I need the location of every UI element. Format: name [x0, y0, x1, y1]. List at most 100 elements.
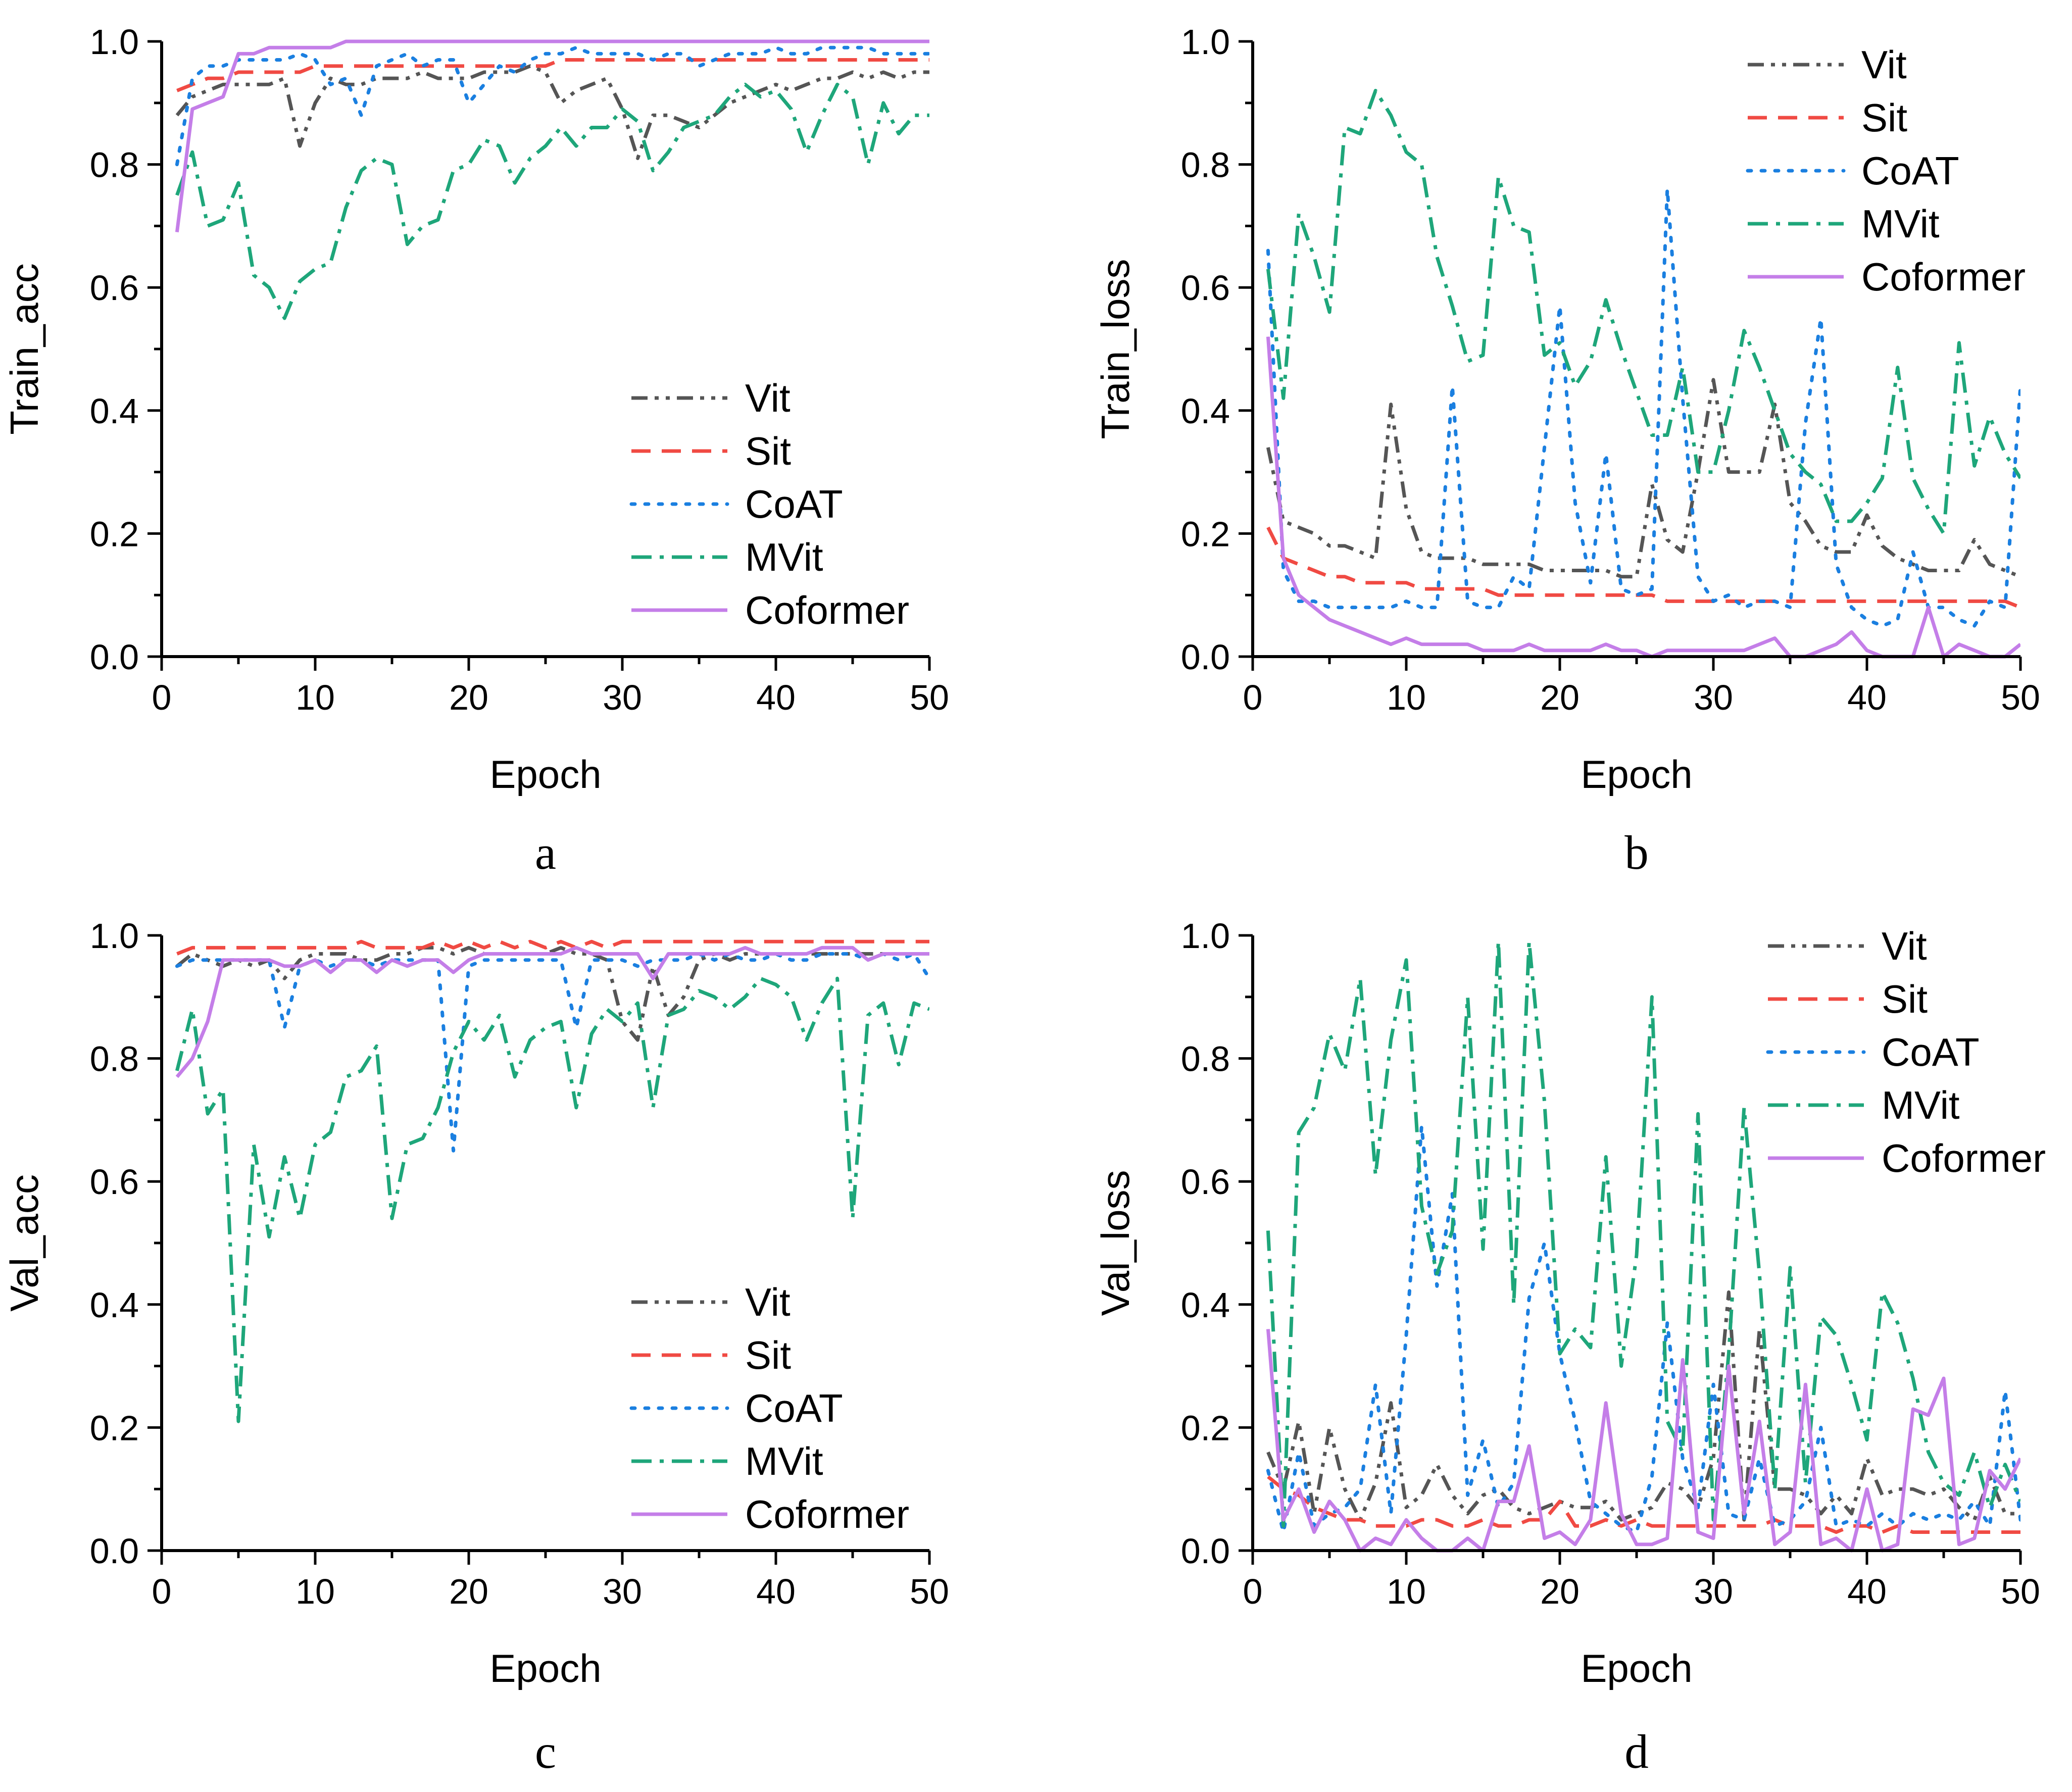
legend: Vit Sit CoAT MVit Coformer: [629, 1280, 909, 1536]
x-axis-title: Epoch: [489, 1646, 601, 1690]
legend-label-mvit: MVit: [1882, 1083, 1960, 1127]
panel-letter: b: [1624, 826, 1649, 879]
y-tick-label: 0.2: [90, 514, 139, 554]
series-line-coformer: [175, 39, 929, 233]
series-line-mvit: [175, 82, 929, 320]
y-tick-label: 0.0: [1181, 637, 1230, 677]
panel-letter: c: [535, 1725, 556, 1778]
y-tick-label: 0.2: [1181, 514, 1230, 554]
y-axis-title: Train_loss: [1093, 259, 1138, 439]
legend-label-vit: Vit: [1861, 42, 1907, 87]
x-tick-label: 0: [152, 1572, 172, 1611]
x-tick-label: 40: [756, 678, 796, 717]
chart-panel-b: 0 10 20 30 40 50 0.0 0.2 0.4 0.6 0.8 1.0 Epoch Train_…: [1093, 22, 2040, 879]
legend-label-sit: Sit: [745, 429, 791, 473]
x-tick-label: 50: [2001, 678, 2040, 717]
legend-label-vit: Vit: [1882, 924, 1927, 968]
y-tick-label: 0.4: [90, 391, 139, 431]
y-tick-label: 0.4: [1181, 391, 1230, 431]
series-line-coat: [175, 45, 929, 167]
y-tick-label: 0.6: [1181, 268, 1230, 308]
series-line-coat: [175, 952, 929, 1153]
chart-panel-d: 0 10 20 30 40 50 0.0 0.2 0.4 0.6 0.8 1.0 Epoch Val_lo…: [1093, 916, 2046, 1778]
series-line-mvit: [1266, 939, 2020, 1528]
y-axis-title: Val_acc: [2, 1174, 46, 1312]
series-line-vit: [1266, 1290, 2020, 1522]
legend-label-mvit: MVit: [745, 535, 823, 579]
x-tick-label: 30: [603, 1572, 642, 1611]
legend-label-coat: CoAT: [1861, 148, 1959, 193]
series-line-coformer: [175, 945, 929, 1078]
legend: Vit Sit CoAT MVit Coformer: [1746, 42, 2026, 299]
x-tick-label: 30: [603, 678, 642, 717]
legend-label-coformer: Coformer: [745, 1492, 909, 1536]
x-tick-label: 50: [2001, 1572, 2040, 1611]
series-group: [175, 39, 929, 320]
series-line-mvit: [175, 976, 929, 1423]
y-tick-label: 0.4: [90, 1285, 139, 1325]
y-tick-label: 0.8: [90, 1039, 139, 1079]
legend-label-sit: Sit: [1861, 95, 1907, 140]
legend-label-coformer: Coformer: [1882, 1136, 2046, 1180]
legend-label-sit: Sit: [1882, 977, 1928, 1021]
series-line-coformer: [1266, 1329, 2020, 1553]
series-line-vit: [175, 64, 929, 160]
x-tick-label: 10: [295, 678, 335, 717]
y-tick-label: 0.2: [90, 1408, 139, 1448]
x-tick-label: 30: [1694, 678, 1733, 717]
x-tick-label: 20: [449, 678, 488, 717]
y-tick-label: 0.6: [90, 268, 139, 308]
y-tick-label: 0.8: [1181, 145, 1230, 185]
y-tick-label: 0.6: [1181, 1162, 1230, 1202]
panel-letter: a: [535, 826, 556, 879]
series-line-sit: [176, 939, 929, 956]
legend-label-sit: Sit: [745, 1333, 791, 1377]
x-tick-label: 30: [1694, 1572, 1733, 1611]
chart-panel-a: 0 10 20 30 40 50 0.0 0.2 0.4 0.6 0.8 1.0 Epoch Train_…: [2, 22, 949, 879]
x-tick-label: 40: [756, 1572, 796, 1611]
y-tick-label: 0.0: [90, 637, 139, 677]
legend-label-vit: Vit: [745, 376, 791, 420]
y-axis-title: Train_acc: [2, 263, 46, 435]
series-line-sit: [176, 58, 929, 92]
series-group: [175, 939, 929, 1423]
y-tick-label: 0.8: [90, 145, 139, 185]
x-tick-label: 0: [152, 678, 172, 717]
y-tick-label: 0.8: [1181, 1039, 1230, 1079]
y-tick-label: 1.0: [90, 22, 139, 62]
y-tick-label: 1.0: [1181, 22, 1230, 62]
x-tick-label: 0: [1243, 1572, 1263, 1611]
x-tick-label: 20: [449, 1572, 488, 1611]
y-tick-label: 0.2: [1181, 1408, 1230, 1448]
series-line-coat: [1266, 187, 2020, 628]
legend-label-coat: CoAT: [745, 482, 843, 526]
x-axis-title: Epoch: [1581, 752, 1692, 797]
y-tick-label: 1.0: [1181, 916, 1230, 956]
x-tick-label: 10: [1387, 1572, 1426, 1611]
legend-label-mvit: MVit: [1861, 202, 1940, 246]
x-axis-title: Epoch: [1581, 1646, 1692, 1690]
legend-label-coat: CoAT: [745, 1386, 843, 1430]
x-tick-label: 10: [295, 1572, 335, 1611]
x-tick-label: 40: [1847, 1572, 1887, 1611]
x-tick-label: 20: [1540, 678, 1580, 717]
y-tick-label: 0.0: [90, 1531, 139, 1571]
legend: Vit Sit CoAT MVit Coformer: [629, 376, 909, 632]
x-tick-label: 10: [1387, 678, 1426, 717]
x-tick-label: 50: [910, 1572, 949, 1611]
x-tick-label: 40: [1847, 678, 1887, 717]
legend-label-coformer: Coformer: [745, 588, 909, 632]
y-tick-label: 0.6: [90, 1162, 139, 1202]
series-line-sit: [1266, 526, 2020, 609]
x-axis-title: Epoch: [489, 752, 601, 797]
x-tick-label: 20: [1540, 1572, 1580, 1611]
legend-label-coat: CoAT: [1882, 1030, 1980, 1074]
chart-panel-c: 0 10 20 30 40 50 0.0 0.2 0.4 0.6 0.8 1.0 Epoch Val_ac…: [2, 916, 949, 1778]
series-line-coat: [1266, 1124, 2020, 1534]
y-tick-label: 0.4: [1181, 1285, 1230, 1325]
y-tick-label: 0.0: [1181, 1531, 1230, 1571]
legend: Vit Sit CoAT MVit Coformer: [1766, 924, 2046, 1180]
series-group: [1266, 939, 2020, 1553]
